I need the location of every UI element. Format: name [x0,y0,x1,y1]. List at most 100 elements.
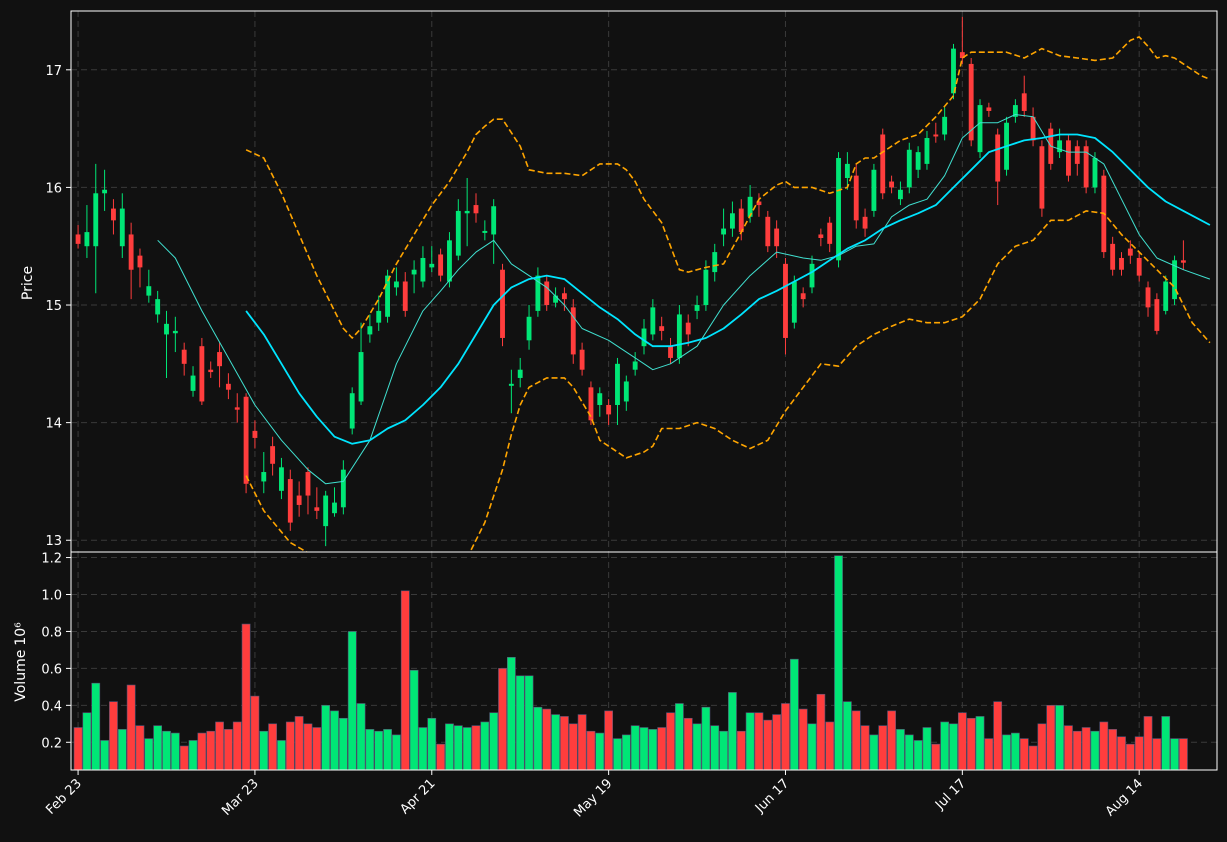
volume-bar [728,692,737,771]
candle-body [632,361,638,370]
price-y-tick-label: 14 [45,417,62,432]
candle-body [1119,257,1124,270]
candle-body [836,158,841,261]
candle-body [491,206,497,235]
candle-body [871,169,877,211]
candle-body [774,228,780,247]
candle-body [429,263,435,268]
candle-body [500,269,505,338]
candle-body [1145,287,1151,308]
volume-bar [144,738,154,771]
candle-body [942,116,948,135]
volume-bar [595,732,605,771]
volume-bar [1170,738,1179,771]
candle-body [199,346,205,402]
volume-bar [91,682,101,771]
volume-bar [683,717,693,771]
volume-bar [126,684,136,771]
candle-body [243,396,249,484]
candle-body [411,269,417,275]
volume-bar [1028,745,1038,771]
candle-body [349,393,355,429]
volume-bar [268,723,277,771]
candle-body [995,134,1001,182]
volume-bar [1152,738,1162,771]
candle-body [1163,281,1169,311]
candle-body [447,240,452,282]
volume-bar [878,725,888,771]
volume-bar [675,703,684,771]
candle-body [1021,93,1027,111]
candle-body [279,467,284,491]
volume-bar [162,730,171,771]
candle-body [977,105,983,153]
candle-body [332,502,337,514]
volume-bar [100,740,109,771]
candle-body [623,381,629,402]
candle-body [818,234,824,238]
candle-body [252,430,258,438]
volume-bar [427,717,437,771]
candle-body [535,275,541,311]
volume-bar [949,723,958,771]
price-y-tick-label: 17 [45,64,62,79]
volume-bar [409,669,419,771]
candle-body [809,263,815,288]
candle-body [217,352,222,367]
candle-body [880,134,886,194]
volume-bar [577,714,587,771]
candle-body [393,281,399,288]
candle-body [553,295,559,303]
candle-body [190,375,196,391]
candle-body [137,255,143,268]
candle-body [597,393,603,405]
volume-bar [754,712,764,771]
candle-body [898,189,903,200]
volume-bar [383,729,392,771]
volume-bar [630,725,640,771]
volume-bar [984,738,994,771]
volume-bar [179,745,189,771]
candle-body [287,479,293,523]
volume-bar [913,740,923,771]
candle-body [588,387,594,421]
volume-bar [1090,730,1100,771]
volume-bar [1179,738,1188,771]
candle-body [340,469,346,508]
volume-bar [657,727,667,771]
volume-bar [1064,725,1073,771]
candle-body [473,205,479,214]
candle-body [668,346,673,358]
volume-bar [392,734,401,771]
price-y-tick-label: 15 [45,299,62,314]
lower-band-line [469,210,1211,552]
volume-bar [1046,705,1056,771]
volume-bar [940,721,950,771]
candle-body [703,269,709,306]
candle-body [986,107,992,111]
volume-bar [1011,732,1020,771]
candle-body [1092,158,1098,188]
volume-bar [904,734,914,771]
candle-body [968,63,974,141]
volume-y-tick-label: 1.2 [41,552,62,567]
volume-bar [1117,736,1126,771]
price-y-tick-label: 13 [45,534,62,549]
volume-bar [303,723,313,771]
volume-bar [436,743,445,771]
volume-bar [560,716,569,771]
volume-bar [250,695,260,771]
candle-body [1154,299,1160,331]
candle-body [402,281,408,311]
volume-bar [568,723,578,771]
volume-bar [666,712,675,771]
candle-body [800,293,806,300]
volume-bar [1125,743,1135,771]
volume-y-tick-label: 0.6 [41,662,62,677]
volume-bar [851,710,861,771]
volume-bar [931,743,941,771]
volume-bar [1099,721,1109,771]
candle-body [323,495,329,527]
volume-bar [834,555,843,771]
